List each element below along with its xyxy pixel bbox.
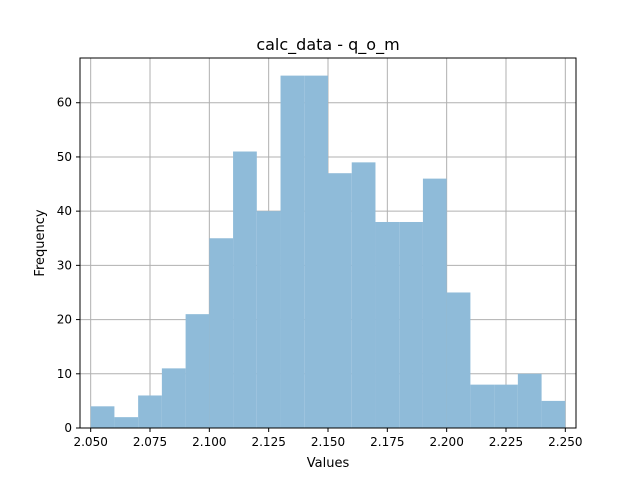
x-tick-label: 2.100 — [192, 435, 226, 449]
histogram-bar — [114, 417, 139, 428]
histogram-bar — [138, 395, 162, 428]
y-axis-ticks: 0 10 20 30 40 50 60 — [57, 96, 80, 435]
histogram-bar — [90, 406, 115, 428]
y-tick-label: 10 — [57, 367, 72, 381]
x-tick-label: 2.125 — [251, 435, 285, 449]
x-tick-label: 2.150 — [311, 435, 345, 449]
y-tick-label: 50 — [57, 150, 72, 164]
histogram-bar — [209, 238, 234, 428]
x-tick-label: 2.050 — [73, 435, 107, 449]
histogram-bar — [470, 384, 495, 428]
histogram-bar — [233, 151, 257, 428]
histogram-bars — [90, 75, 566, 428]
x-axis-label: Values — [307, 456, 350, 471]
histogram-bar — [351, 162, 376, 428]
x-tick-label: 2.250 — [548, 435, 582, 449]
histogram-bar — [422, 178, 447, 428]
x-tick-label: 2.200 — [429, 435, 463, 449]
x-tick-label: 2.225 — [489, 435, 523, 449]
y-axis-label: Frequency — [33, 209, 48, 276]
y-tick-label: 40 — [57, 204, 72, 218]
histogram-bar — [446, 292, 471, 428]
plot-area: 2.050 2.075 2.100 2.125 2.150 2.175 2.200 2.225… — [57, 57, 583, 449]
histogram-bar — [304, 75, 328, 428]
x-tick-label: 2.175 — [370, 435, 404, 449]
histogram-bar — [280, 75, 305, 428]
chart-title: calc_data - q_o_m — [256, 35, 399, 55]
histogram-bar — [328, 173, 352, 428]
y-tick-label: 0 — [64, 421, 72, 435]
histogram-bar — [517, 373, 542, 428]
x-axis-ticks: 2.050 2.075 2.100 2.125 2.150 2.175 2.200 2.225… — [73, 428, 583, 449]
histogram-bar — [161, 368, 186, 428]
histogram-bar — [256, 211, 281, 428]
histogram-bar — [494, 384, 518, 428]
histogram-bar — [375, 221, 400, 428]
histogram-bar — [541, 400, 566, 428]
y-tick-label: 30 — [57, 258, 72, 272]
y-tick-label: 60 — [57, 96, 72, 110]
x-tick-label: 2.075 — [133, 435, 167, 449]
histogram-bar — [185, 314, 210, 428]
histogram-bar — [399, 221, 423, 428]
y-tick-label: 20 — [57, 313, 72, 327]
